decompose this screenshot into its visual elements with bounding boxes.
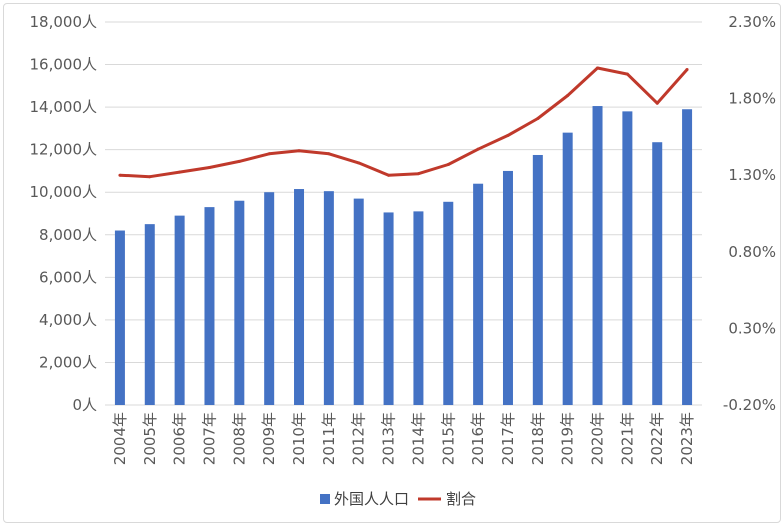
line-point bbox=[655, 101, 659, 105]
bar-series bbox=[114, 106, 693, 405]
line-point bbox=[207, 166, 211, 170]
line-point bbox=[297, 149, 301, 153]
line-point bbox=[148, 175, 152, 179]
line-point bbox=[685, 67, 689, 71]
y-left-tick-label: 16,000人 bbox=[30, 56, 98, 74]
line-point bbox=[118, 173, 122, 177]
x-tick-label: 2022年 bbox=[648, 412, 666, 465]
line-point bbox=[476, 147, 480, 151]
bar bbox=[622, 111, 633, 405]
line-point bbox=[237, 159, 241, 163]
right-axis-ticks: 2.30% 1.80% 1.30% 0.80% 0.30% -0.20% bbox=[723, 13, 776, 414]
y-left-tick-label: 0人 bbox=[72, 396, 97, 414]
bar bbox=[473, 183, 484, 405]
x-tick-label: 2019年 bbox=[559, 412, 577, 465]
y-right-tick-label: 1.30% bbox=[728, 166, 776, 184]
bar bbox=[682, 109, 693, 405]
bar bbox=[323, 191, 334, 405]
bar bbox=[443, 201, 454, 405]
bar bbox=[413, 211, 424, 405]
legend: 外国人人口 割合 bbox=[320, 490, 476, 508]
bar bbox=[562, 132, 573, 405]
bar bbox=[204, 207, 215, 405]
x-tick-label: 2008年 bbox=[230, 412, 248, 465]
ratio-line bbox=[119, 66, 689, 179]
y-left-tick-label: 6,000人 bbox=[39, 268, 97, 286]
bar bbox=[502, 170, 513, 405]
line-point bbox=[267, 152, 271, 156]
line-series bbox=[118, 66, 689, 179]
x-tick-label: 2007年 bbox=[200, 412, 218, 465]
bar bbox=[294, 189, 305, 405]
x-tick-label: 2010年 bbox=[290, 412, 308, 465]
line-point bbox=[625, 72, 629, 76]
line-point bbox=[357, 161, 361, 165]
x-tick-label: 2018年 bbox=[529, 412, 547, 465]
bar bbox=[114, 230, 125, 405]
y-right-tick-label: -0.20% bbox=[723, 396, 776, 414]
left-axis-ticks: 18,000人 16,000人 14,000人 12,000人 10,000人 8,000… bbox=[30, 13, 98, 414]
x-tick-label: 2023年 bbox=[678, 412, 696, 465]
bar bbox=[353, 198, 364, 405]
x-tick-label: 2005年 bbox=[141, 412, 159, 465]
bar bbox=[144, 224, 155, 405]
x-tick-label: 2009年 bbox=[260, 412, 278, 465]
x-tick-label: 2006年 bbox=[171, 412, 189, 465]
y-left-tick-label: 2,000人 bbox=[39, 353, 97, 371]
x-tick-label: 2012年 bbox=[350, 412, 368, 465]
line-point bbox=[536, 117, 540, 121]
y-right-tick-label: 1.80% bbox=[728, 90, 776, 108]
x-tick-label: 2020年 bbox=[589, 412, 607, 465]
x-tick-label: 2004年 bbox=[111, 412, 129, 465]
x-axis-ticks: 2004年 2005年 2006年 2007年 2008年 2009年 2010年 2011年… bbox=[111, 412, 696, 465]
bar bbox=[532, 154, 543, 405]
y-left-tick-label: 8,000人 bbox=[39, 226, 97, 244]
bar bbox=[652, 142, 663, 405]
x-tick-label: 2017年 bbox=[499, 412, 517, 465]
x-tick-label: 2014年 bbox=[409, 412, 427, 465]
y-left-tick-label: 18,000人 bbox=[30, 13, 98, 31]
line-point bbox=[178, 170, 182, 174]
gridlines bbox=[105, 21, 702, 406]
x-tick-label: 2011年 bbox=[320, 412, 338, 465]
y-left-tick-label: 10,000人 bbox=[30, 183, 98, 201]
line-point bbox=[566, 94, 570, 98]
y-right-tick-label: 0.30% bbox=[728, 319, 776, 337]
x-tick-label: 2013年 bbox=[380, 412, 398, 465]
line-point bbox=[327, 152, 331, 156]
legend-swatch-bars bbox=[320, 494, 330, 504]
line-point bbox=[596, 66, 600, 70]
y-left-tick-label: 4,000人 bbox=[39, 311, 97, 329]
y-right-tick-label: 2.30% bbox=[728, 13, 776, 31]
bar bbox=[383, 212, 394, 405]
bar bbox=[264, 192, 275, 405]
bar bbox=[234, 200, 245, 405]
legend-label-line: 割合 bbox=[446, 490, 476, 508]
legend-label-bars: 外国人人口 bbox=[334, 490, 409, 508]
x-tick-label: 2021年 bbox=[618, 412, 636, 465]
line-point bbox=[416, 172, 420, 176]
y-left-tick-label: 14,000人 bbox=[30, 98, 98, 116]
line-point bbox=[387, 173, 391, 177]
x-tick-label: 2015年 bbox=[439, 412, 457, 465]
y-right-tick-label: 0.80% bbox=[728, 243, 776, 261]
bar bbox=[592, 106, 603, 405]
x-tick-label: 2016年 bbox=[469, 412, 487, 465]
line-point bbox=[446, 162, 450, 166]
bar bbox=[174, 215, 185, 405]
line-point bbox=[506, 133, 510, 137]
y-left-tick-label: 12,000人 bbox=[30, 141, 98, 159]
